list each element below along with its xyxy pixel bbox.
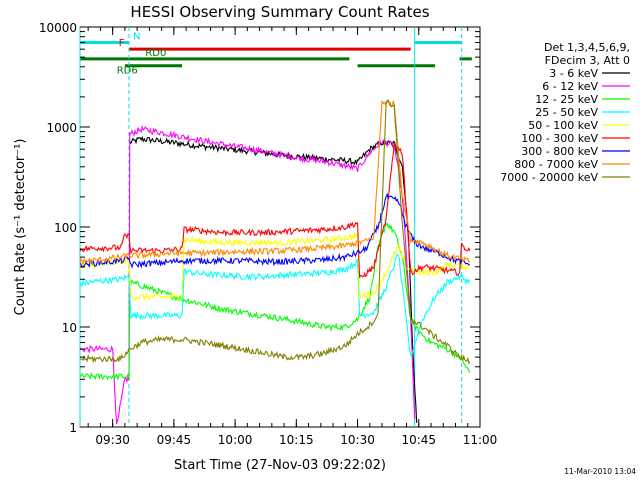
x-tick-label: 10:30 <box>340 433 375 447</box>
series-line-4 <box>79 253 471 358</box>
legend-label-3: 12 - 25 keV <box>535 93 598 106</box>
flag-label-n: N <box>133 31 140 42</box>
legend-label-5: 50 - 100 keV <box>528 119 598 132</box>
legend-header-line-1: Det 1,3,4,5,6,9, <box>544 41 630 54</box>
legend-label-8: 800 - 7000 keV <box>514 158 598 171</box>
x-tick-label: 10:15 <box>279 433 314 447</box>
legend-header-line-2: FDecim 3, Att 0 <box>545 54 630 67</box>
flag-label-f: F <box>119 38 125 49</box>
x-axis-label: Start Time (27-Nov-03 09:22:02) <box>174 458 386 473</box>
series-line-6 <box>79 143 471 278</box>
series-lines <box>79 98 471 425</box>
legend-label-6: 100 - 300 keV <box>521 132 598 145</box>
y-tick-label: 10 <box>62 321 77 335</box>
x-tick-label: 11:00 <box>463 433 498 447</box>
y-tick-label: 100 <box>54 221 77 235</box>
y-tick-label: 1 <box>69 421 77 435</box>
series-line-3 <box>79 222 471 381</box>
series-line-1 <box>129 135 418 423</box>
x-tick-label: 09:45 <box>157 433 192 447</box>
x-tick-label: 10:45 <box>401 433 436 447</box>
series-line-2 <box>79 124 416 425</box>
axes: 09:30 09:45 10:00 10:15 10:30 10:45 11:00 1 10 10… <box>39 21 497 447</box>
chart-title: HESSI Observing Summary Count Rates <box>130 3 429 21</box>
legend: Det 1,3,4,5,6,9,FDecim 3, Att 03 - 6 keV… <box>500 41 630 184</box>
flag-label-rd0: RD0 <box>145 48 166 59</box>
legend-label-7: 300 - 800 keV <box>521 145 598 158</box>
series-line-8 <box>79 99 471 266</box>
flag-label-rd6: RD6 <box>117 66 138 77</box>
footer-date: 11-Mar-2010 13:04 <box>564 467 636 476</box>
legend-label-1: 3 - 6 keV <box>549 67 598 80</box>
series-line-5 <box>79 231 471 302</box>
flag-bars: NF RD0 RD6 <box>80 31 472 77</box>
y-tick-label: 10000 <box>39 21 77 35</box>
series-line-7 <box>79 192 470 269</box>
legend-label-2: 6 - 12 keV <box>542 80 598 93</box>
series-line-9 <box>79 98 471 365</box>
y-tick-label: 1000 <box>46 121 77 135</box>
y-axis-label: Count Rate (s⁻¹ detector⁻¹) <box>13 139 28 316</box>
x-tick-label: 10:00 <box>218 433 253 447</box>
legend-label-4: 25 - 50 keV <box>535 106 598 119</box>
x-tick-label: 09:30 <box>95 433 130 447</box>
legend-label-9: 7000 - 20000 keV <box>500 171 598 184</box>
